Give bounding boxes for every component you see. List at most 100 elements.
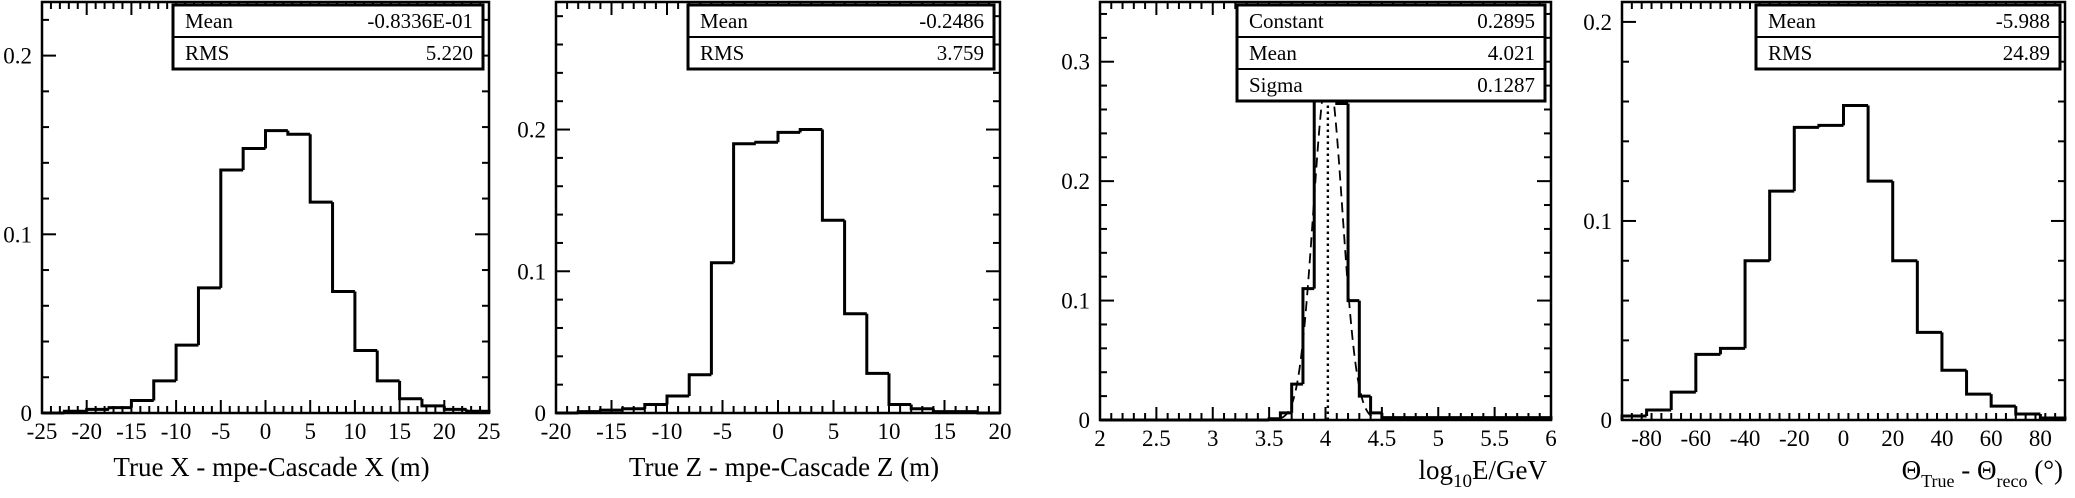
x-tick-label: 0 [772, 419, 784, 444]
histogram-bin-12 [1891, 181, 1918, 263]
histogram-bin-11 [776, 130, 801, 143]
histogram-bin-6 [1743, 259, 1770, 349]
x-axis-label-part: log [1419, 455, 1454, 485]
stat-value: 24.89 [2003, 41, 2050, 65]
stat-value: -5.988 [1996, 9, 2050, 33]
histogram-bin-18 [931, 408, 956, 414]
x-axis-label: True Z - mpe-Cascade Z (m) [629, 452, 939, 482]
x-tick-label: 6 [1545, 426, 1557, 451]
histogram-bin-5 [1718, 346, 1746, 355]
histogram-bin-18 [2038, 414, 2067, 420]
histogram-bin-17 [2014, 406, 2041, 416]
histogram-bin-9 [1817, 123, 1844, 128]
x-tick-label: -20 [1779, 426, 1810, 451]
x-tick-label: 4.5 [1368, 426, 1397, 451]
histogram-bin-16 [1989, 394, 2016, 408]
histogram-bin-10 [1842, 104, 1869, 126]
histogram-bin-14 [331, 202, 355, 293]
stats-box-frame [1235, 3, 1547, 103]
histogram-bin-17 [398, 380, 422, 401]
x-axis-label: True X - mpe-Cascade X (m) [113, 452, 429, 482]
x-tick-label: -15 [116, 419, 147, 444]
y-tick-label: 0 [21, 401, 33, 426]
x-axis-label-part: reco [1996, 471, 2027, 491]
x-tick-label: -20 [541, 419, 572, 444]
x-tick-label: 20 [989, 419, 1012, 444]
histogram-bin-8 [196, 286, 221, 346]
x-tick-label: 5 [828, 419, 840, 444]
x-axis-label-part: E/GeV [1472, 455, 1547, 485]
x-tick-label: 25 [478, 419, 501, 444]
stat-label: Constant [1249, 9, 1324, 33]
x-tick-label: 40 [1930, 426, 1953, 451]
x-axis-label-part: (°) [2027, 455, 2063, 485]
histogram-bin-4 [621, 407, 645, 411]
x-tick-label: 3 [1207, 426, 1219, 451]
x-tick-label: 2.5 [1142, 426, 1171, 451]
stat-label: RMS [1768, 41, 1812, 65]
x-tick-label: 60 [1980, 426, 2003, 451]
x-axis-label: log10E/GeV [1419, 455, 1548, 492]
x-tick-label: 0 [260, 419, 272, 444]
y-tick-label: 0.1 [1583, 209, 1612, 234]
histogram-bin-1 [1620, 414, 1647, 420]
histogram-panel-4: -80 -60 -40 -20 0 20 40 60 80 0 0.1 0.2 Mean -5.988 RM… [1583, 0, 2067, 491]
histogram-bin-2 [1645, 408, 1672, 417]
stat-value: 5.220 [426, 41, 473, 65]
x-axis-label: ΘTrue - Θreco (°) [1902, 455, 2063, 491]
histogram-bin-12 [286, 130, 311, 136]
x-tick-label: 0 [1838, 426, 1850, 451]
histogram-bin-2 [576, 410, 601, 414]
x-tick-label: -25 [27, 419, 58, 444]
histogram-bin-9 [219, 168, 244, 288]
histogram-bin-11 [264, 129, 288, 149]
stat-value: -0.8336E-01 [367, 9, 473, 33]
histogram-bin-11 [1866, 105, 1893, 183]
histogram-bin-18 [420, 398, 445, 408]
histogram-panel-3: 2 2.5 3 3.5 4 4.5 5 5.5 6 0 0.1 0.2 0.3 Constant 0.289… [1061, 0, 1557, 492]
x-tick-label: 80 [2029, 426, 2052, 451]
x-axis-label-part: - Θ [1954, 455, 1996, 485]
histogram-bin-16 [887, 373, 912, 406]
stats-box: Mean -5.988 RMS 24.89 [1754, 3, 2062, 71]
histogram-panel-1: -25 -20 -15 -10 -5 0 5 10 15 20 25 0 0.1 0.2 Mean -0.83… [3, 0, 501, 482]
histogram-bin-20 [465, 409, 491, 413]
histogram-bin-3 [1669, 390, 1696, 411]
stat-value: 0.2895 [1477, 9, 1535, 33]
histogram-bin-6 [1312, 90, 1326, 289]
histogram-bin-19 [442, 405, 467, 411]
histogram-bin-5 [1301, 287, 1315, 385]
histogram-bin-3 [598, 408, 623, 412]
y-tick-label: 0.2 [1061, 169, 1090, 194]
gaussian-fit-curve [1281, 73, 1375, 419]
plot-frame [1620, 0, 2067, 422]
x-tick-label: -5 [211, 419, 230, 444]
x-tick-label: 20 [1881, 426, 1904, 451]
x-tick-label: 2 [1094, 426, 1106, 451]
x-tick-label: 10 [878, 419, 901, 444]
stat-value: 3.759 [937, 41, 984, 65]
x-tick-label: 4 [1320, 426, 1332, 451]
histogram-bin-10 [241, 147, 266, 170]
histogram-bin-6 [665, 394, 690, 405]
x-tick-label: 5.5 [1480, 426, 1509, 451]
histogram-bin-2 [1267, 417, 1281, 421]
x-tick-label: -10 [161, 419, 192, 444]
x-axis-label-subscript: 10 [1453, 471, 1472, 492]
x-axis-label-part: Θ [1902, 455, 1922, 485]
stat-label: RMS [700, 41, 744, 65]
histogram-bin-8 [1792, 125, 1819, 192]
histogram-bin-6 [152, 379, 177, 401]
x-axis-label-part: True [1921, 471, 1954, 491]
histogram-bin-9 [732, 142, 756, 263]
y-tick-label: 0.1 [1061, 289, 1090, 314]
histogram-bin-10 [1357, 300, 1371, 398]
histogram-bin-4 [107, 406, 132, 410]
histogram-bin-14 [1940, 332, 1967, 372]
stat-label: Sigma [1249, 73, 1303, 97]
stat-label: Mean [700, 9, 748, 33]
x-tick-label: 5 [1433, 426, 1445, 451]
histogram-bin-7 [1768, 189, 1795, 261]
histogram-bin-2 [62, 409, 87, 413]
histogram-bin-5 [129, 398, 154, 408]
